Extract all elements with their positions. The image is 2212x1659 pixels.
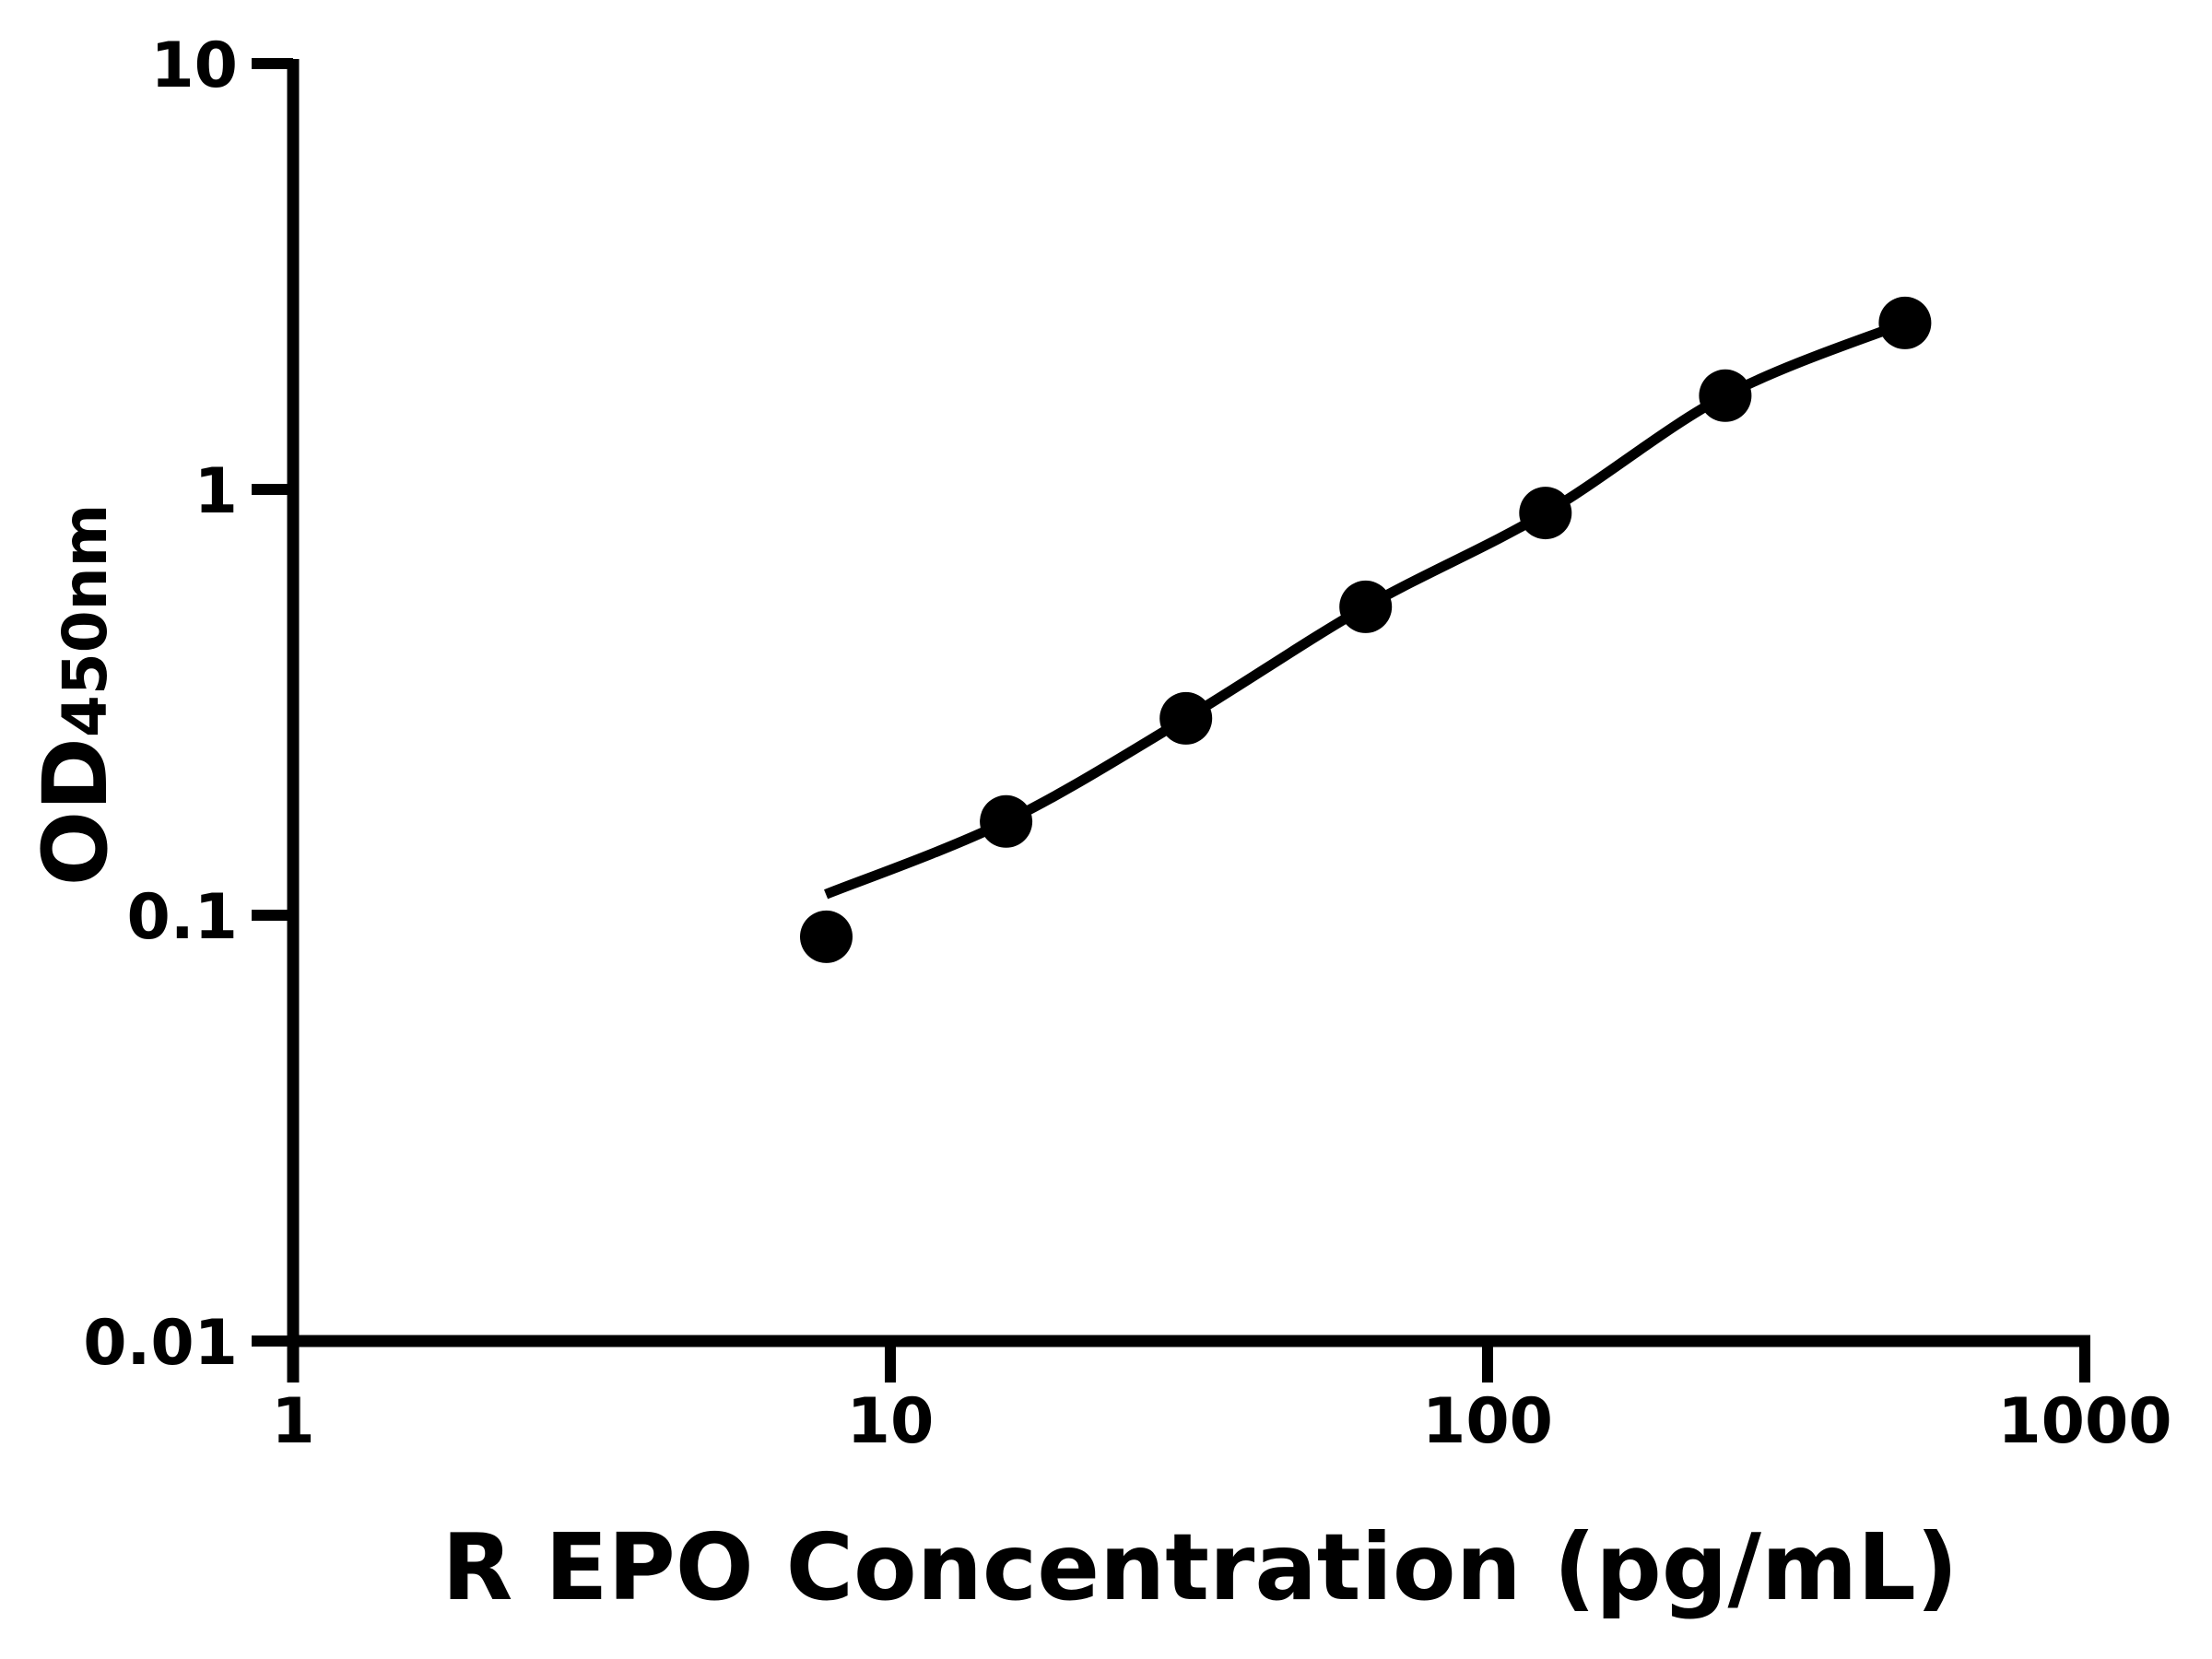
y-tick-label: 10 — [150, 29, 238, 102]
x-axis-title: R EPO Concentration (pg/mL) — [441, 1513, 1958, 1621]
x-tick-label: 1 — [271, 1385, 314, 1458]
data-point — [1699, 369, 1752, 422]
y-tick-label: 0.01 — [83, 1307, 238, 1380]
data-point — [1519, 487, 1572, 540]
data-point — [1339, 580, 1393, 633]
data-point — [800, 910, 853, 963]
y-tick-label: 0.1 — [127, 881, 238, 954]
axes-layer: 1 10 100 1000 0.01 0.1 1 10 — [83, 29, 2171, 1458]
x-tick-label: 100 — [1422, 1385, 1553, 1458]
x-tick-label: 10 — [847, 1385, 935, 1458]
y-tick-label: 1 — [194, 455, 238, 528]
y-axis-title-main: OD — [24, 737, 127, 886]
y-axis-title-subscript: 450nm — [50, 504, 121, 738]
data-point — [1878, 296, 1932, 349]
x-tick-label: 1000 — [1997, 1385, 2171, 1458]
data-series-layer — [800, 296, 1932, 963]
data-point — [1159, 691, 1213, 745]
data-point — [980, 794, 1033, 848]
y-axis-title: OD450nm — [24, 504, 127, 887]
